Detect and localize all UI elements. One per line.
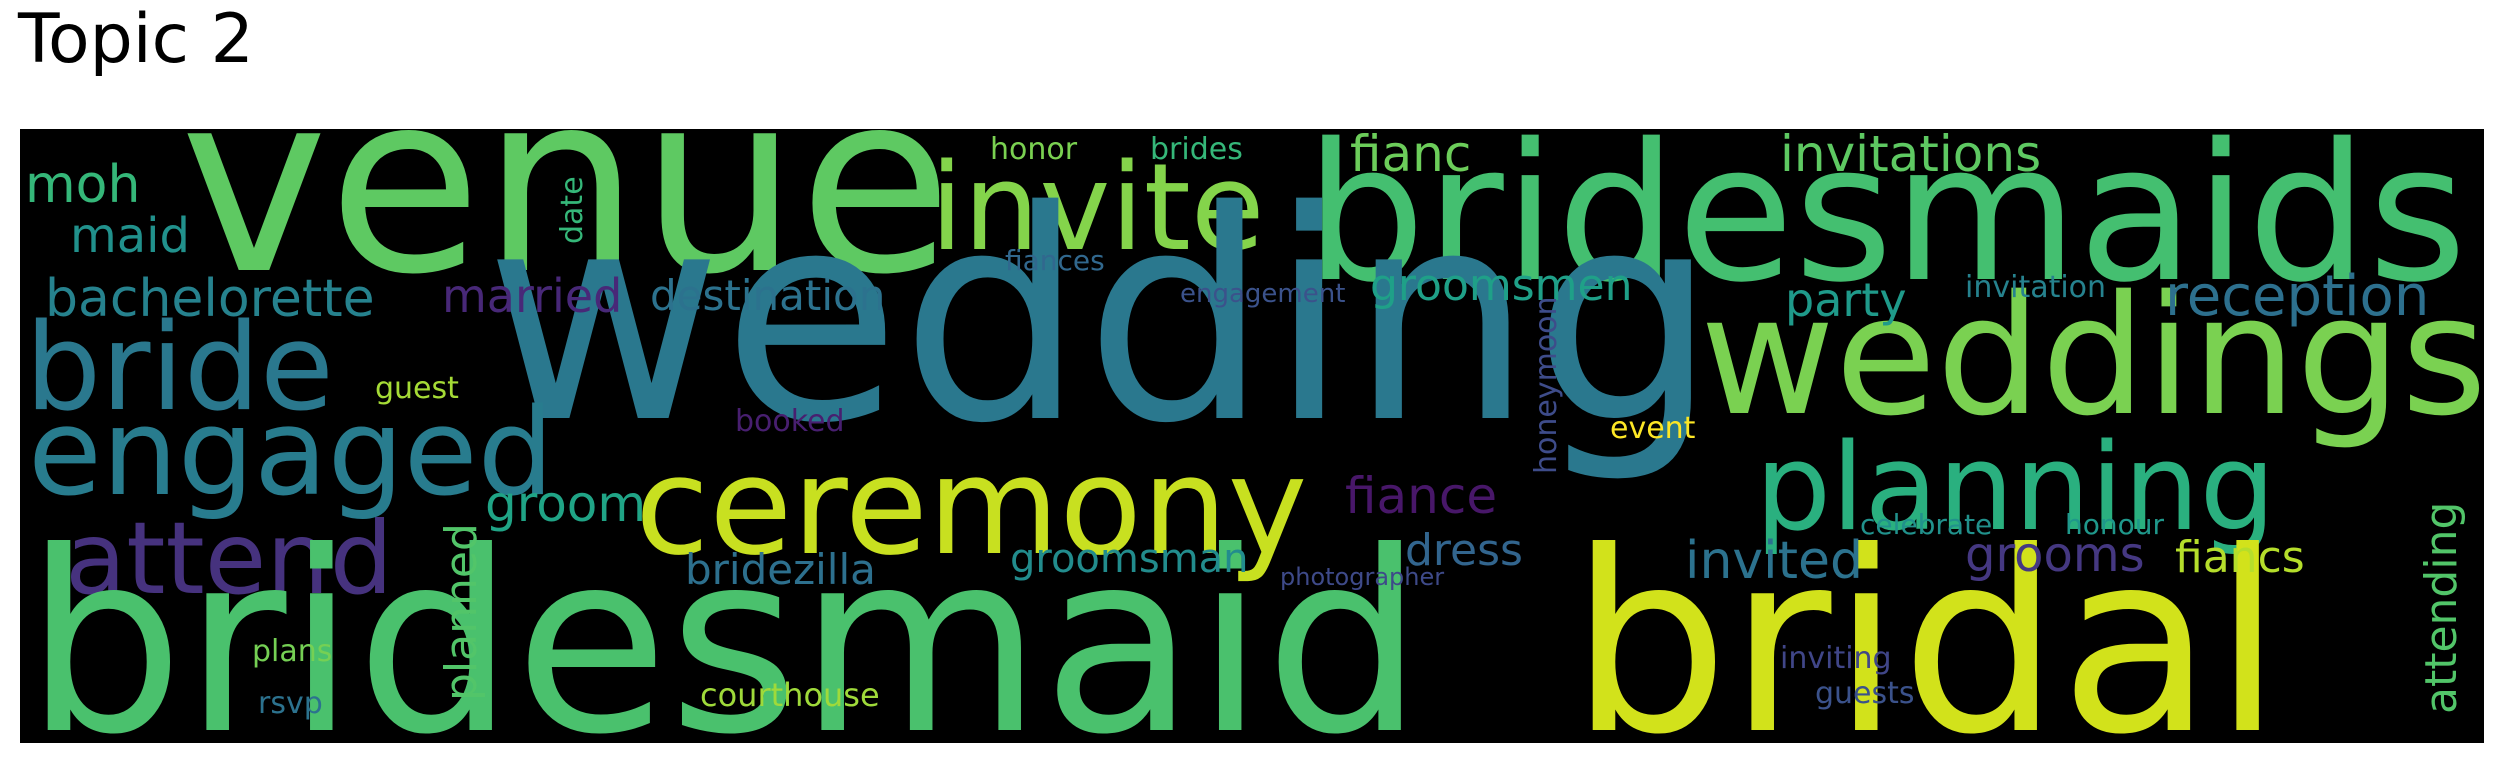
word-bridezilla: bridezilla bbox=[685, 545, 876, 594]
word-fiancs: fiancs bbox=[2175, 532, 2305, 583]
word-cloud: venue bridesmaids invite wedding wedding… bbox=[20, 129, 2484, 743]
word-venue: venue bbox=[180, 129, 953, 329]
word-maid: maid bbox=[70, 208, 190, 264]
word-grooms: grooms bbox=[1965, 527, 2145, 583]
word-courthouse: courthouse bbox=[700, 676, 880, 714]
word-weddings: weddings bbox=[1700, 260, 2484, 452]
word-wedding: wedding bbox=[485, 150, 1718, 487]
word-bridesmaids: bridesmaids bbox=[1305, 129, 2467, 324]
word-attending: attending bbox=[2416, 501, 2467, 714]
page-title: Topic 2 bbox=[18, 0, 254, 79]
word-ceremony: ceremony bbox=[635, 428, 1308, 585]
word-honor: honor bbox=[990, 132, 1078, 167]
word-groom: groom bbox=[485, 475, 647, 533]
word-honeymoon: honeymoon bbox=[1529, 296, 1564, 474]
word-guest: guest bbox=[375, 371, 459, 406]
word-destination: destination bbox=[650, 271, 886, 320]
word-bachelorette: bachelorette bbox=[45, 269, 375, 329]
word-attend: attend bbox=[65, 500, 394, 617]
word-invitation: invitation bbox=[1965, 270, 2107, 305]
word-engagement: engagement bbox=[1180, 279, 1346, 309]
word-fianc: fianc bbox=[1350, 129, 1472, 183]
word-planned: planned bbox=[436, 523, 487, 701]
word-brides: brides bbox=[1150, 132, 1243, 167]
word-photographer: photographer bbox=[1280, 563, 1445, 591]
word-invite: invite bbox=[930, 139, 1265, 278]
word-inviting: inviting bbox=[1780, 641, 1892, 676]
word-groomsman: groomsman bbox=[1010, 536, 1249, 582]
word-groomsmen: groomsmen bbox=[1370, 260, 1633, 311]
word-honour: honour bbox=[2065, 508, 2165, 541]
word-planning: planning bbox=[1755, 419, 2276, 558]
word-celebrate: celebrate bbox=[1860, 508, 1993, 541]
word-fiance: fiance bbox=[1345, 467, 1498, 525]
word-event: event bbox=[1610, 411, 1696, 446]
word-bride: bride bbox=[25, 299, 334, 438]
word-plans: plans bbox=[252, 634, 333, 669]
word-moh: moh bbox=[25, 155, 141, 215]
word-engaged: engaged bbox=[28, 384, 554, 523]
word-booked: booked bbox=[735, 404, 845, 439]
word-bridal: bridal bbox=[1570, 498, 2283, 744]
word-guests: guests bbox=[1815, 676, 1915, 711]
word-bridesmaid: bridesmaid bbox=[25, 498, 1424, 744]
word-married: married bbox=[442, 269, 623, 323]
word-invited: invited bbox=[1685, 531, 1864, 591]
word-invitations: invitations bbox=[1780, 129, 2042, 183]
word-party: party bbox=[1785, 273, 1907, 327]
word-rsvp: rsvp bbox=[258, 686, 323, 721]
word-date: date bbox=[555, 176, 590, 244]
word-dress: dress bbox=[1405, 525, 1523, 576]
word-fiances: fiances bbox=[1005, 244, 1105, 277]
word-reception: reception bbox=[2165, 264, 2430, 329]
